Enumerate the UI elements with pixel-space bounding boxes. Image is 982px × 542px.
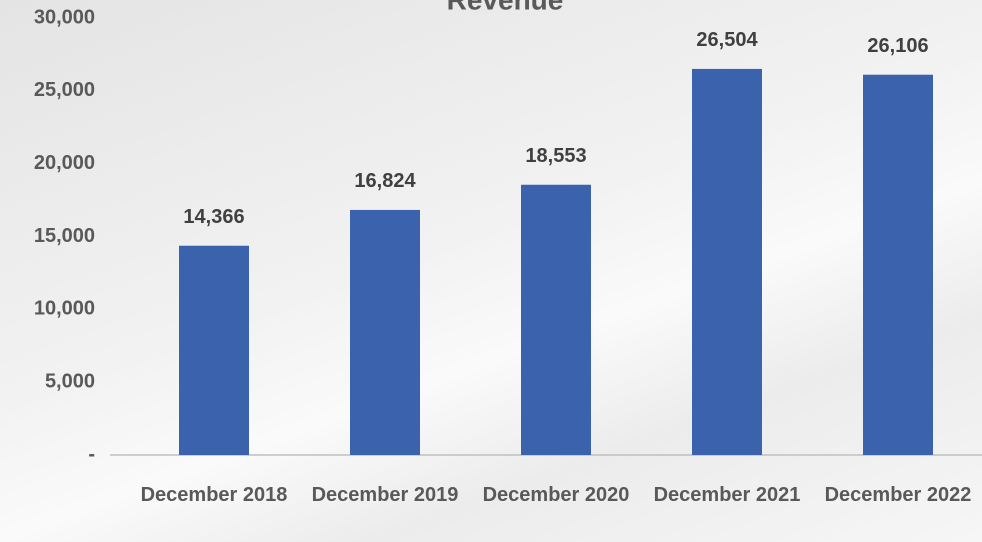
chart-title: Revenue (447, 0, 564, 15)
data-label: 26,504 (696, 29, 758, 51)
bar (863, 74, 933, 456)
data-label: 14,366 (183, 206, 244, 228)
x-tick-label: December 2018 (140, 484, 288, 506)
y-tick-label: 20,000 (34, 152, 95, 174)
y-tick-label: - (88, 443, 95, 465)
y-tick-label: 30,000 (34, 6, 95, 28)
x-tick-label: December 2021 (653, 484, 801, 506)
x-tick-label: December 2019 (311, 484, 459, 506)
data-label: 18,553 (525, 145, 586, 167)
x-tick-label: December 2020 (482, 484, 630, 506)
data-label: 16,824 (354, 170, 416, 192)
y-tick-label: 5,000 (45, 370, 95, 392)
bar (179, 245, 249, 455)
y-tick-label: 25,000 (34, 79, 95, 101)
x-tick-label: December 2022 (824, 484, 972, 506)
data-label: 26,106 (867, 35, 928, 57)
y-tick-label: 10,000 (34, 298, 95, 320)
y-tick-label: 15,000 (34, 225, 95, 247)
bar (692, 68, 762, 456)
bar (350, 209, 420, 455)
bar (521, 184, 591, 455)
